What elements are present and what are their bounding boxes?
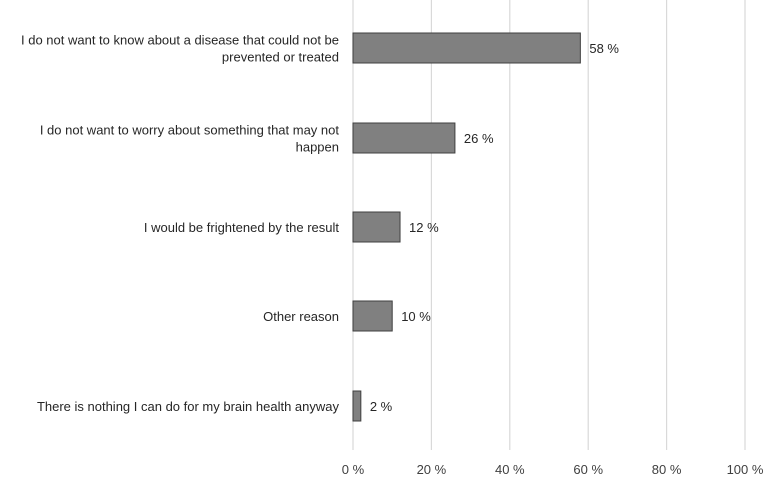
bar-1 [352,32,581,64]
x-axis-tick-labels: 0 % 20 % 40 % 60 % 80 % 100 % [342,462,764,477]
data-label-1: 58 % [589,41,619,56]
category-label-line: prevented or treated [222,50,339,65]
data-label-2: 26 % [464,131,494,146]
bar-5 [352,390,362,422]
x-tick-label-20: 20 % [417,462,447,477]
x-tick-label-40: 40 % [495,462,525,477]
category-label-line: There is nothing I can do for my brain h… [37,399,340,414]
x-tick-label-100: 100 % [727,462,764,477]
data-label-4: 10 % [401,309,431,324]
category-label-line: Other reason [263,309,339,324]
category-labels: I do not want to know about a disease th… [21,33,339,415]
bar-3 [352,211,401,243]
category-label-line: I do not want to know about a disease th… [21,33,339,48]
bars [352,32,581,422]
x-tick-label-60: 60 % [573,462,603,477]
category-label-2: I do not want to worry about something t… [40,123,340,155]
x-tick-label-0: 0 % [342,462,365,477]
category-label-3: I would be frightened by the result [144,220,340,235]
category-label-4: Other reason [263,309,339,324]
bar-4 [352,300,393,332]
data-label-5: 2 % [370,399,393,414]
category-label-line: I would be frightened by the result [144,220,340,235]
category-label-5: There is nothing I can do for my brain h… [37,399,340,414]
data-label-3: 12 % [409,220,439,235]
category-label-line: happen [296,140,339,155]
category-label-line: I do not want to worry about something t… [40,123,340,138]
category-label-1: I do not want to know about a disease th… [21,33,339,65]
x-tick-label-80: 80 % [652,462,682,477]
bar-2 [352,122,456,154]
data-labels: 58 % 26 % 12 % 10 % 2 % [370,41,620,414]
